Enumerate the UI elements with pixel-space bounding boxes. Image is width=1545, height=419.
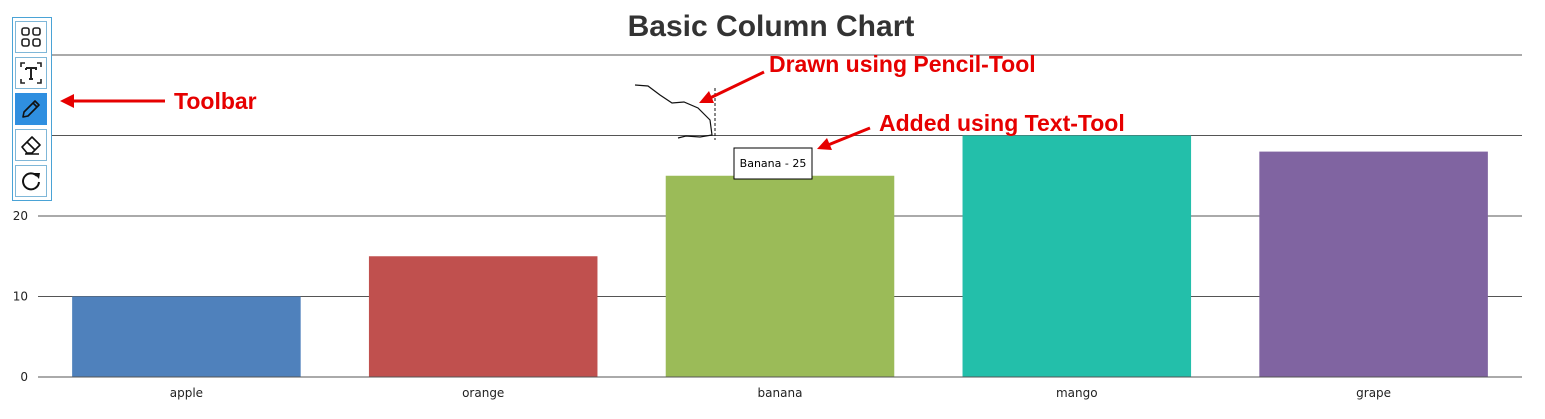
toolbar-label: Toolbar — [174, 88, 257, 114]
x-tick-label: grape — [1356, 386, 1391, 400]
toolbar-arrowhead — [60, 94, 74, 108]
reset-icon — [22, 172, 40, 191]
pencil-arrowhead — [699, 91, 714, 103]
x-tick-label: apple — [170, 386, 203, 400]
text-note-box[interactable] — [733, 147, 813, 180]
eraser-tool-button[interactable] — [15, 129, 47, 161]
y-tick-label: 20 — [13, 209, 28, 223]
reset-tool-button[interactable] — [15, 165, 47, 197]
pencil-tool-button[interactable] — [15, 93, 47, 125]
x-tick-label: banana — [758, 386, 803, 400]
y-tick-label: 0 — [20, 370, 28, 384]
pencil-icon — [22, 100, 40, 118]
chart-title: Basic Column Chart — [628, 10, 915, 43]
y-axis-ticks: 0 10 20 — [13, 209, 28, 384]
text-tool-icon — [20, 62, 42, 84]
x-tick-label: orange — [462, 386, 504, 400]
bar-apple[interactable] — [72, 296, 301, 378]
pencil-label: Drawn using Pencil-Tool — [769, 51, 1036, 77]
text-note: Banana - 25 — [740, 157, 807, 170]
y-tick-label: 10 — [13, 290, 28, 304]
layout-icon — [21, 27, 41, 47]
pencil-arrow — [709, 70, 765, 100]
text-tool-arrowhead — [817, 138, 832, 150]
pencil-drawing — [634, 84, 713, 139]
toolbar — [12, 17, 52, 201]
bar-mango[interactable] — [962, 135, 1192, 378]
bar-banana[interactable] — [665, 175, 895, 377]
text-tool-button[interactable] — [15, 57, 47, 89]
x-axis-ticks: apple orange banana mango grape — [170, 386, 1391, 400]
text-tool-arrow — [827, 126, 871, 147]
layout-tool-button[interactable] — [15, 21, 47, 53]
text-tool-label: Added using Text-Tool — [879, 110, 1125, 136]
bar-grape[interactable] — [1259, 151, 1488, 377]
bar-orange[interactable] — [368, 256, 598, 377]
eraser-icon — [21, 136, 41, 155]
bars — [72, 135, 1488, 378]
x-tick-label: mango — [1056, 386, 1098, 400]
